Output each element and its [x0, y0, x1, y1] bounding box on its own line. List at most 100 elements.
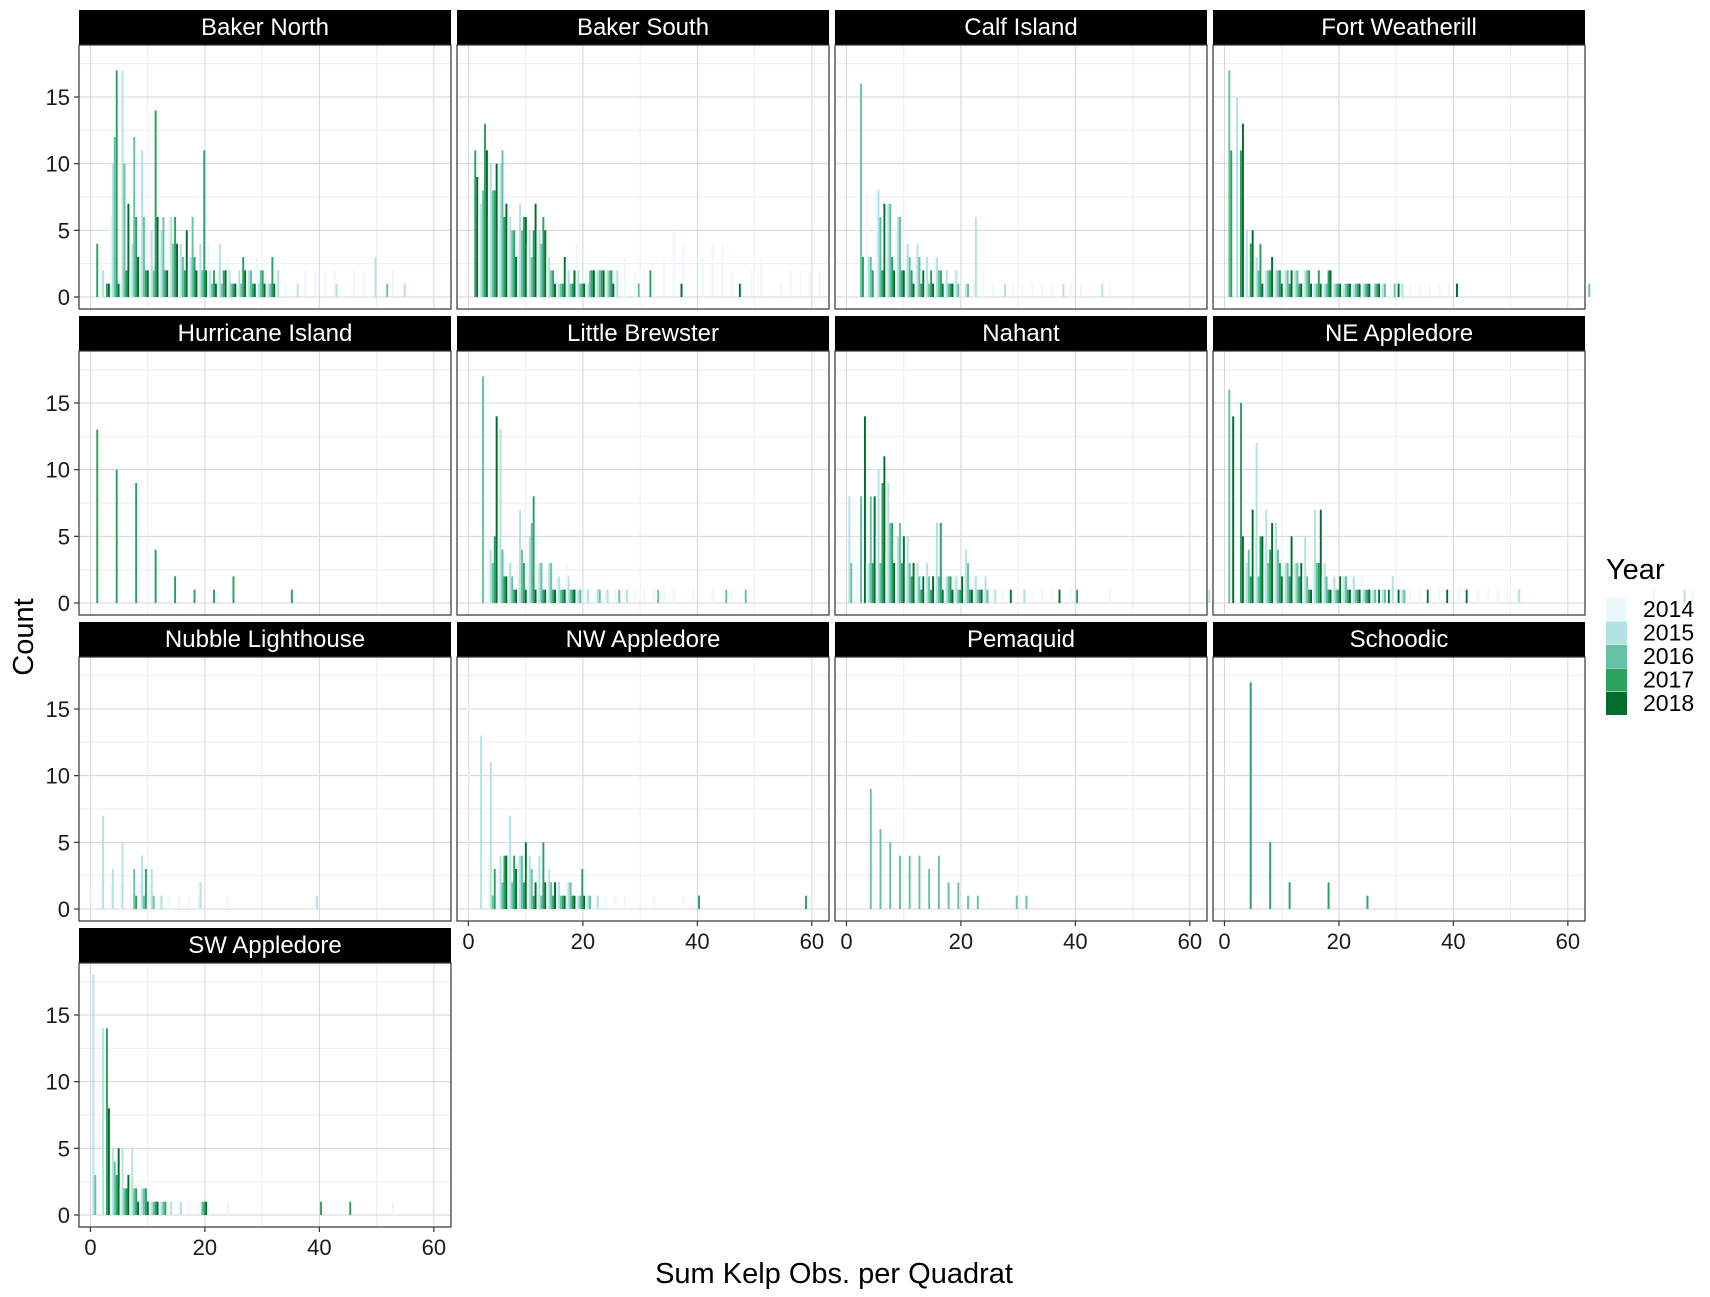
histogram-bar — [1298, 283, 1301, 297]
histogram-bar — [1313, 283, 1316, 297]
facet-strip — [835, 10, 1207, 45]
histogram-bar — [1393, 283, 1396, 297]
histogram-bar — [139, 882, 142, 909]
histogram-bar — [238, 270, 241, 297]
histogram-bar — [1364, 589, 1367, 603]
histogram-bar — [528, 230, 531, 297]
histogram-bar — [1041, 283, 1043, 297]
x-tick-label: 40 — [307, 1235, 331, 1260]
x-tick-label: 0 — [84, 1235, 96, 1260]
histogram-bar — [585, 270, 588, 297]
histogram-bar — [1321, 576, 1324, 603]
histogram-bar — [1341, 283, 1344, 297]
histogram-bar — [982, 270, 985, 297]
histogram-bar — [760, 257, 763, 297]
histogram-bar — [565, 882, 568, 909]
histogram-bar — [487, 217, 490, 297]
histogram-bar — [1300, 563, 1303, 603]
panel-border — [456, 350, 830, 616]
panel-background — [457, 351, 829, 615]
histogram-bar — [540, 563, 543, 603]
histogram-bar — [499, 163, 502, 297]
histogram-bar — [1401, 283, 1404, 297]
histogram-bar — [528, 855, 531, 909]
histogram-bar — [614, 589, 617, 603]
histogram-bar — [125, 270, 128, 297]
histogram-bar — [575, 589, 578, 603]
histogram-bar — [891, 523, 894, 603]
histogram-bar — [972, 576, 975, 603]
histogram-bar — [1368, 283, 1371, 297]
histogram-bar — [156, 217, 159, 297]
histogram-bar — [203, 150, 206, 297]
histogram-bar — [524, 842, 527, 909]
histogram-bar — [320, 1201, 323, 1215]
histogram-bar — [493, 536, 496, 603]
histogram-bar — [1358, 589, 1361, 603]
histogram-bar — [1306, 270, 1309, 297]
histogram-bar — [1296, 270, 1299, 297]
histogram-bar — [618, 589, 621, 603]
histogram-bar — [1409, 589, 1412, 603]
histogram-bar — [869, 496, 872, 603]
histogram-bar — [569, 882, 572, 909]
histogram-bar — [583, 283, 586, 297]
histogram-bar — [150, 230, 153, 297]
histogram-bar — [135, 217, 138, 297]
panel-background — [79, 45, 451, 309]
histogram-bar — [1348, 589, 1351, 603]
histogram-bar — [544, 589, 547, 603]
histogram-bar — [1325, 576, 1328, 603]
histogram-bar — [517, 855, 520, 909]
histogram-bar — [910, 576, 913, 603]
histogram-bar — [934, 257, 936, 297]
histogram-bar — [1364, 283, 1367, 297]
facet-strip — [835, 316, 1207, 351]
histogram-bar — [587, 589, 590, 603]
histogram-bar — [497, 536, 500, 603]
histogram-bar — [594, 895, 597, 909]
histogram-bar — [392, 1201, 394, 1215]
histogram-bar — [598, 270, 601, 297]
facet-panel: NW Appledore 0 20 40 60 — [456, 622, 830, 954]
histogram-bar — [228, 270, 231, 297]
histogram-bar — [935, 257, 938, 297]
histogram-bar — [178, 1201, 180, 1215]
histogram-bar — [906, 536, 909, 603]
histogram-bar — [162, 1201, 165, 1215]
histogram-bar — [150, 869, 153, 909]
histogram-bar — [865, 563, 868, 603]
histogram-bar — [209, 270, 212, 297]
histogram-bar — [992, 283, 995, 297]
facet-title: Pemaquid — [967, 626, 1075, 653]
histogram-bar — [1290, 270, 1293, 297]
histogram-bar — [571, 589, 574, 603]
histogram-bar — [1397, 283, 1400, 297]
histogram-bar — [160, 1201, 163, 1215]
histogram-bar — [164, 1201, 167, 1215]
histogram-bar — [871, 563, 874, 603]
histogram-bar — [1230, 150, 1233, 297]
histogram-bar — [548, 869, 551, 909]
x-tick-label: 0 — [462, 929, 474, 954]
histogram-bar — [1380, 283, 1383, 297]
histogram-bar — [532, 895, 535, 909]
histogram-bar — [133, 1188, 136, 1215]
facet-title: Schoodic — [1350, 626, 1449, 653]
panel-border — [78, 962, 452, 1228]
histogram-bar — [963, 576, 966, 603]
histogram-bar — [468, 669, 471, 909]
histogram-bar — [137, 257, 140, 297]
histogram-bar — [1362, 589, 1365, 603]
histogram-bar — [908, 563, 911, 603]
histogram-bar — [178, 257, 180, 297]
histogram-bar — [592, 270, 595, 297]
histogram-bar — [867, 257, 870, 297]
histogram-bar — [1347, 589, 1349, 603]
histogram-bar — [197, 1201, 200, 1215]
histogram-bar — [945, 576, 948, 603]
x-tick-label: 60 — [1178, 929, 1202, 954]
histogram-bar — [928, 576, 931, 603]
histogram-bar — [1050, 283, 1053, 297]
histogram-bar — [624, 895, 627, 909]
